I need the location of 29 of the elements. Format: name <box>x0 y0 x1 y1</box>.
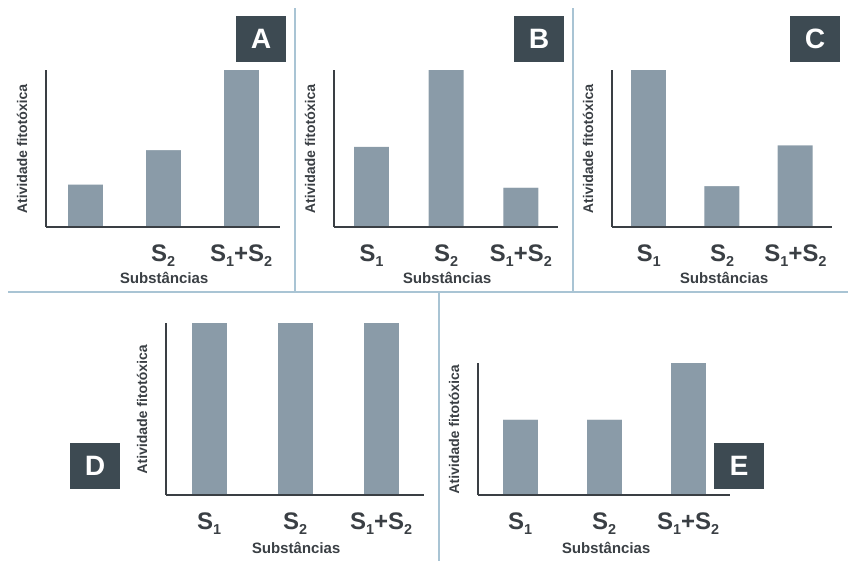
text: E <box>714 443 764 489</box>
x-axis-title: Substâncias <box>678 270 770 287</box>
x-axis-title: Substâncias <box>250 540 342 557</box>
x-tick-label: S$_{2}$ <box>592 508 616 538</box>
x-tick-label: S$_{1}$ <box>359 240 384 270</box>
y-axis-title: Atividade fitotóxica <box>302 84 318 214</box>
x-tick-label: S$_{1}$+S$_{2}$ <box>656 508 720 538</box>
chart-title: A <box>236 16 286 62</box>
text: D <box>70 443 120 489</box>
y-axis-title: Atividade fitotóxica <box>14 84 30 214</box>
x-tick-label: S$_{1}$ <box>508 508 532 538</box>
x-tick-label: S$_{1}$ <box>196 508 222 538</box>
x-tick-label: S$_{2}$ <box>434 240 458 270</box>
y-axis-title: Atividade fitotóxica <box>134 344 150 474</box>
x-tick-label: S$_{1}$+S$_{2}$ <box>350 508 412 538</box>
y-axis-title: Atividade fitotóxica <box>446 364 462 494</box>
x-tick-label: S$_{1}$+S$_{2}$ <box>764 240 826 270</box>
chart-title: C <box>790 16 840 62</box>
chart-title: B <box>514 16 564 62</box>
x-tick-label: S$_{1}$ <box>636 240 661 270</box>
y-axis-title: Atividade fitotóxica <box>580 84 596 214</box>
x-axis-title: Substâncias <box>402 270 492 287</box>
x-tick-label: S$_{1}$+S$_{2}$ <box>490 240 552 270</box>
x-tick-label: S$_{2}$ <box>150 240 176 270</box>
x-tick-label: S$_{2}$ <box>710 240 734 270</box>
x-axis-title: Substâncias <box>560 540 652 557</box>
x-tick-label: S$_{2}$ <box>282 508 308 538</box>
x-axis-title: Substâncias <box>118 270 210 287</box>
x-tick-label: S$_{1}$+S$_{2}$ <box>210 240 272 270</box>
